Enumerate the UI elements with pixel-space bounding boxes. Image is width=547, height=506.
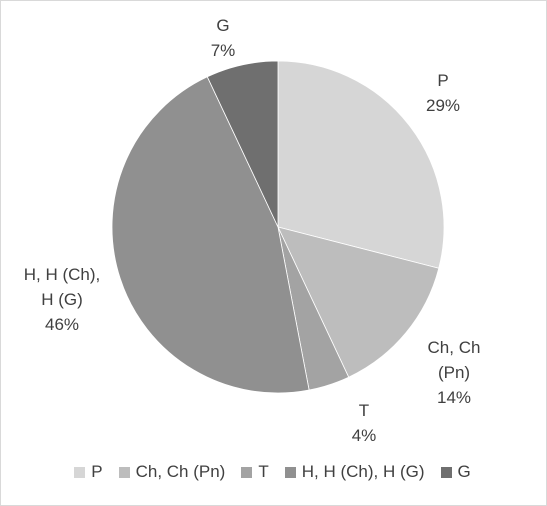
- pie-slice-h: [111, 76, 310, 394]
- legend-swatch-h: [284, 466, 296, 478]
- legend-item-p: P: [74, 462, 103, 482]
- pie-slice-g: [206, 60, 279, 228]
- legend-label-g: G: [457, 462, 471, 481]
- legend-swatch-p: [74, 466, 86, 478]
- legend-item-t: T: [241, 462, 269, 482]
- legend-swatch-t: [241, 466, 253, 478]
- data-label-h: H, H (Ch), H (G) 46%: [24, 265, 101, 334]
- legend-swatch-g: [440, 466, 452, 478]
- data-label-t: T 4%: [352, 401, 377, 445]
- data-label-p: P 29%: [426, 71, 460, 115]
- data-label-g: G 7%: [211, 16, 236, 60]
- legend-label-p: P: [91, 462, 103, 481]
- pie-data-labels: P 29% Ch, Ch (Pn) 14% T 4% H, H (Ch), H (G) 46% G 7…: [24, 16, 481, 445]
- chart-legend: P Ch, Ch (Pn) T H, H (Ch), H (G) G: [0, 460, 545, 484]
- legend-swatch-ch: [118, 466, 130, 478]
- legend-label-t: T: [258, 462, 269, 481]
- pie-slice-ch: [277, 226, 440, 378]
- legend-item-h: H, H (Ch), H (G): [284, 462, 425, 482]
- data-label-ch: Ch, Ch (Pn) 14%: [428, 338, 481, 407]
- legend-label-h: H, H (Ch), H (G): [301, 462, 425, 481]
- legend-label-ch: Ch, Ch (Pn): [135, 462, 226, 481]
- pie-slice-p: [277, 60, 445, 269]
- legend-item-ch: Ch, Ch (Pn): [118, 462, 226, 482]
- legend-item-g: G: [440, 462, 471, 482]
- pie-slices: [111, 60, 445, 394]
